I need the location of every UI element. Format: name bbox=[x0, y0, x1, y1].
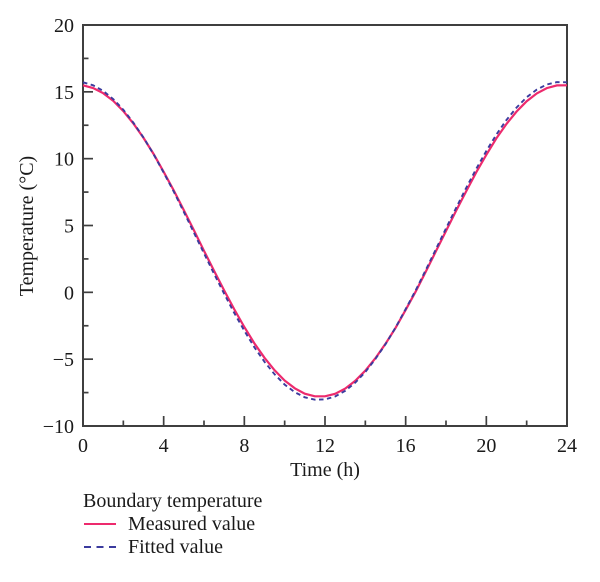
y-axis-title: Temperature (°C) bbox=[16, 156, 38, 296]
legend-label-fitted: Fitted value bbox=[128, 536, 223, 558]
y-tick-label: −10 bbox=[43, 416, 74, 438]
x-axis-title: Time (h) bbox=[290, 459, 360, 481]
y-tick-label: 0 bbox=[64, 282, 74, 304]
x-tick-label: 16 bbox=[396, 435, 416, 457]
y-tick-label: 10 bbox=[54, 149, 74, 171]
plot-border bbox=[82, 24, 568, 427]
legend-item-fitted: Fitted value bbox=[83, 536, 262, 559]
x-tick-label: 4 bbox=[159, 435, 169, 457]
x-tick-label: 8 bbox=[239, 435, 249, 457]
legend-label-measured: Measured value bbox=[128, 513, 256, 535]
axis-tick-labels: 0 4 8 12 16 20 24 −10 −5 0 5 10 15 20 bbox=[43, 15, 577, 457]
data-series bbox=[82, 81, 568, 401]
y-tick-label: 5 bbox=[64, 216, 74, 238]
x-tick-label: 12 bbox=[315, 435, 335, 457]
x-tick-label: 24 bbox=[557, 435, 577, 457]
legend-item-measured: Measured value bbox=[83, 513, 262, 536]
measured-line bbox=[82, 84, 568, 398]
y-tick-label: 15 bbox=[54, 82, 74, 104]
x-tick-label: 20 bbox=[476, 435, 496, 457]
measured-line-swatch bbox=[83, 516, 128, 534]
fitted-line bbox=[82, 81, 568, 401]
legend-title: Boundary temperature bbox=[83, 490, 263, 512]
y-tick-label: 20 bbox=[54, 15, 74, 37]
legend: Boundary temperature Measured value Fitt… bbox=[83, 489, 262, 559]
fitted-line-swatch bbox=[83, 539, 128, 557]
axis-ticks bbox=[82, 24, 568, 427]
y-tick-label: −5 bbox=[53, 349, 74, 371]
x-tick-label: 0 bbox=[78, 435, 88, 457]
